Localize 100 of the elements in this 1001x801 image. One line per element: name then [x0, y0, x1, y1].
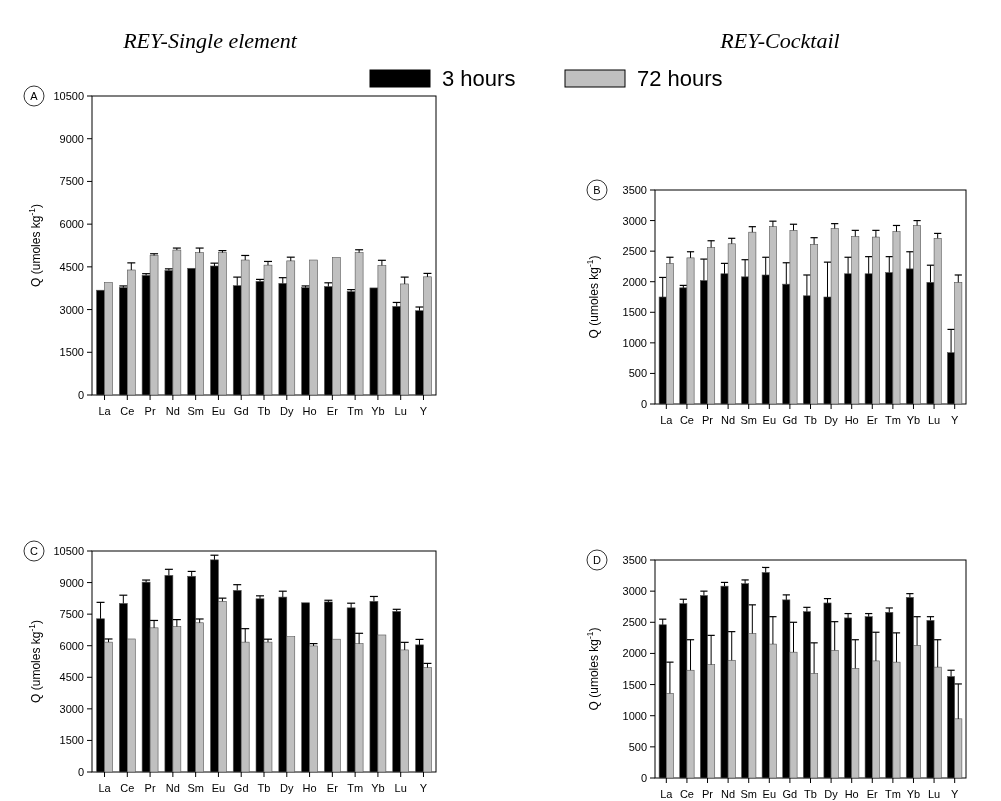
x-tick-label: Tm [347, 782, 364, 794]
y-tick-label: 7500 [59, 175, 84, 188]
x-tick-label: Yb [906, 414, 921, 426]
y-tick-label: 2500 [622, 616, 647, 629]
x-tick-label: Tm [884, 414, 901, 426]
x-tick-label: Pr [144, 405, 156, 417]
y-tick-label: 1500 [59, 734, 84, 747]
x-tick-label: Tb [257, 405, 271, 417]
y-tick-label: 3000 [59, 303, 84, 316]
x-tick-label: Lu [394, 782, 407, 794]
x-tick-label: Gd [782, 414, 798, 426]
x-tick-label: Y [951, 414, 959, 426]
x-tick-label: Pr [702, 788, 714, 800]
x-tick-label: Y [951, 788, 959, 800]
y-tick-label: 2500 [622, 245, 647, 258]
x-tick-label: La [98, 405, 112, 417]
x-tick-label: Lu [927, 788, 941, 800]
x-tick-label: Er [866, 414, 879, 426]
x-tick-label: Dy [824, 414, 839, 426]
y-tick-label: 10500 [53, 545, 84, 557]
y-tick-label: 500 [628, 367, 647, 380]
x-tick-label: Tm [347, 405, 364, 417]
x-tick-label: Pr [144, 782, 156, 794]
x-tick-label: Ho [844, 788, 859, 800]
x-tick-label: Sm [740, 414, 757, 426]
x-tick-label: Dy [280, 405, 294, 417]
y-tick-label: 6000 [59, 218, 84, 231]
y-tick-label: 2000 [622, 275, 647, 288]
legend-label: 72 hours [637, 66, 723, 91]
x-tick-label: Tb [804, 414, 817, 426]
x-tick-label: Dy [280, 782, 294, 794]
x-tick-label: La [98, 782, 112, 794]
x-tick-label: Gd [233, 782, 249, 794]
y-tick-label: 500 [628, 740, 647, 753]
x-tick-label: Yb [371, 405, 385, 417]
x-tick-label: Sm [187, 405, 204, 417]
y-tick-label: 3500 [622, 184, 647, 196]
x-tick-label: La [660, 414, 674, 426]
legend-label: 3 hours [442, 66, 516, 91]
y-tick-label: 0 [77, 766, 84, 778]
x-tick-label: Er [326, 782, 339, 794]
chart-title: REY-Single element [122, 28, 298, 53]
x-tick-label: La [660, 788, 674, 800]
y-tick-label: 9000 [59, 576, 84, 589]
x-tick-label: Lu [927, 414, 941, 426]
x-tick-label: Eu [762, 788, 777, 800]
x-tick-label: Nd [721, 788, 736, 800]
x-tick-label: Sm [740, 788, 757, 800]
x-tick-label: Sm [187, 782, 204, 794]
x-tick-label: Nd [165, 782, 180, 794]
y-tick-label: 0 [640, 398, 647, 410]
y-tick-label: 3000 [59, 702, 84, 715]
y-tick-label: 3000 [622, 214, 647, 227]
text: C [30, 545, 39, 557]
text: D [593, 554, 602, 566]
y-tick-label: 2000 [622, 647, 647, 660]
y-tick-label: 4500 [59, 260, 84, 273]
text: B [593, 184, 601, 196]
y-tick-label: 3000 [622, 585, 647, 598]
x-tick-label: Er [326, 405, 339, 417]
y-tick-label: 0 [640, 772, 647, 784]
x-tick-label: Yb [906, 788, 921, 800]
x-tick-label: Y [419, 405, 428, 417]
x-tick-label: Ce [120, 782, 135, 794]
x-tick-label: Nd [165, 405, 180, 417]
y-tick-label: 10500 [53, 90, 84, 102]
y-tick-label: 3500 [622, 554, 647, 566]
x-tick-label: Ho [844, 414, 859, 426]
x-tick-label: Tb [257, 782, 271, 794]
x-tick-label: Ce [120, 405, 135, 417]
x-tick-label: Gd [782, 788, 798, 800]
x-tick-label: Er [866, 788, 879, 800]
y-tick-label: 1500 [622, 306, 647, 319]
x-tick-label: Lu [394, 405, 407, 417]
x-tick-label: Ce [679, 414, 694, 426]
y-tick-label: 4500 [59, 671, 84, 684]
x-tick-label: Eu [211, 405, 226, 417]
y-tick-label: 7500 [59, 608, 84, 621]
chart-title: REY-Cocktail [719, 28, 840, 53]
y-tick-label: 1500 [59, 346, 84, 359]
x-tick-label: Ce [679, 788, 694, 800]
x-tick-label: Pr [702, 414, 714, 426]
x-tick-label: Yb [371, 782, 385, 794]
x-tick-label: Ho [302, 782, 317, 794]
x-tick-label: Ho [302, 405, 317, 417]
x-tick-label: Tb [804, 788, 817, 800]
y-tick-label: 9000 [59, 132, 84, 145]
x-tick-label: Eu [762, 414, 777, 426]
x-tick-label: Eu [211, 782, 226, 794]
x-tick-label: Y [419, 782, 428, 794]
x-tick-label: Tm [884, 788, 901, 800]
text: A [30, 90, 39, 102]
y-tick-label: 1000 [622, 709, 647, 722]
x-tick-label: Nd [721, 414, 736, 426]
y-tick-label: 0 [77, 389, 84, 401]
y-tick-label: 6000 [59, 639, 84, 652]
x-tick-label: Dy [824, 788, 839, 800]
y-tick-label: 1500 [622, 678, 647, 691]
x-tick-label: Gd [233, 405, 249, 417]
y-tick-label: 1000 [622, 336, 647, 349]
